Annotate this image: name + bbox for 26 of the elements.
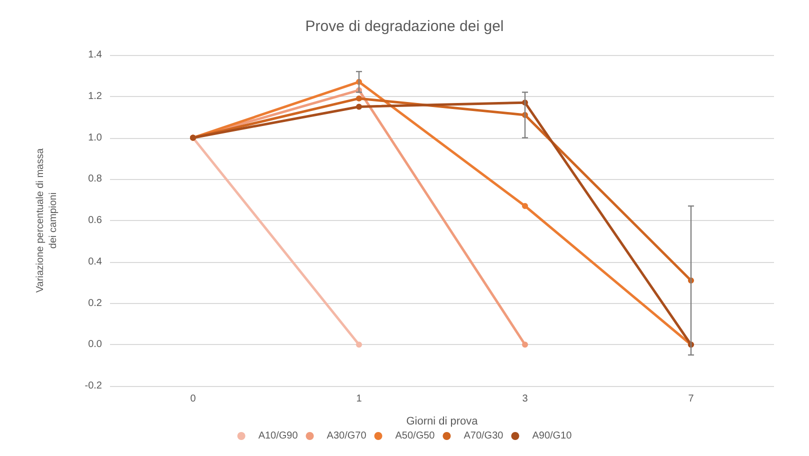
x-tick-label: 1 xyxy=(356,394,362,404)
chart-title: Prove di degradazione dei gel xyxy=(305,18,504,35)
y-tick-label: 1.4 xyxy=(88,50,102,60)
y-tick-label: 1.0 xyxy=(88,132,102,144)
legend-label: A30/G70 xyxy=(326,430,367,442)
y-tick-label: 0.2 xyxy=(88,298,102,309)
point xyxy=(522,342,528,348)
legend-label: A10/G90 xyxy=(258,430,298,442)
x-tick-label: 7 xyxy=(688,394,694,404)
point xyxy=(356,104,362,110)
y-tick-label: 0.0 xyxy=(88,339,102,350)
x-tick-label: 3 xyxy=(522,394,528,404)
y-axis-title: Variazione percentuale di massa dei campioni xyxy=(35,148,59,293)
y-tick-label: 1.2 xyxy=(88,90,102,102)
legend-label: A50/G50 xyxy=(395,430,436,442)
point xyxy=(522,203,528,210)
legend-label: A90/G10 xyxy=(532,430,572,442)
legend-label: A70/G30 xyxy=(464,430,504,442)
x-axis-title: Giorni di prova xyxy=(406,416,479,428)
y-tick-label: 0.8 xyxy=(88,174,102,185)
x-tick-label: 0 xyxy=(190,394,196,404)
y-tick-label: -0.2 xyxy=(84,380,102,392)
point xyxy=(356,95,362,102)
y-tick-label: 0.4 xyxy=(88,256,102,268)
point xyxy=(356,342,362,348)
y-tick-label: 0.6 xyxy=(88,215,102,226)
